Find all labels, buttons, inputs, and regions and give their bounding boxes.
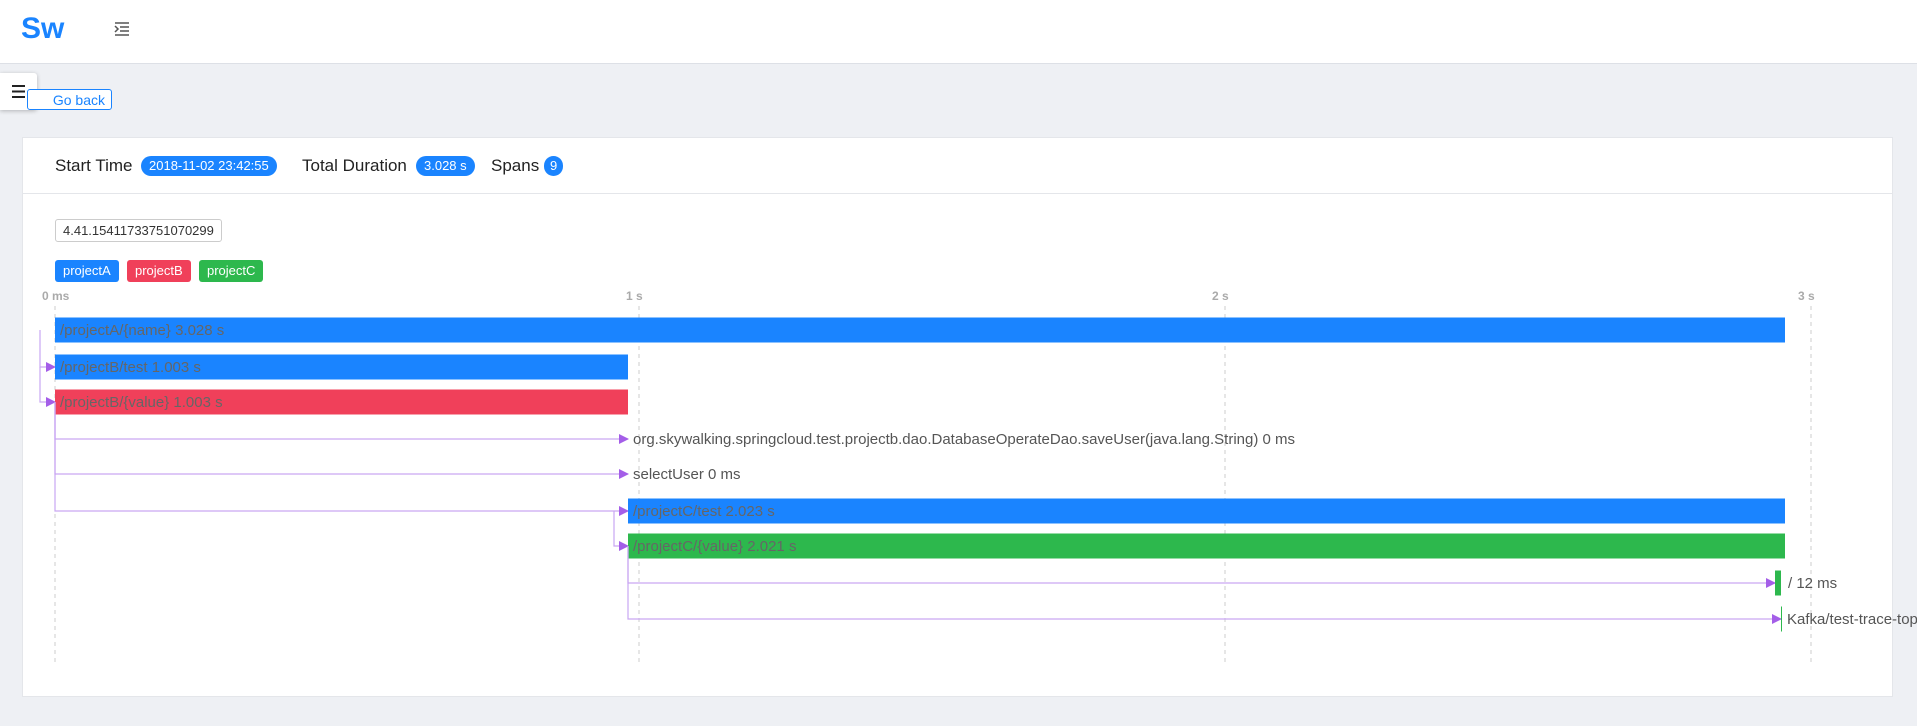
menu-toggle[interactable] [114, 21, 130, 37]
start-time-label: Start Time [55, 156, 133, 175]
spans-label: Spans [491, 156, 540, 175]
go-back-button[interactable]: Go back [27, 89, 112, 110]
axis-label: 0 ms [42, 289, 70, 303]
start-time: 2018-11-02 23:42:55 [141, 156, 277, 176]
span-label: /projectB/test 1.003 s [60, 359, 201, 376]
span-bar[interactable] [628, 533, 1785, 559]
span-bar[interactable] [1775, 570, 1781, 596]
span-connector [613, 511, 629, 551]
header [0, 0, 1917, 64]
span-label: org.skywalking.springcloud.test.projectb… [633, 431, 1295, 448]
trace-card [22, 137, 1893, 697]
span-label: selectUser 0 ms [633, 466, 741, 483]
trace-id[interactable]: 4.41.15411733751070299 [55, 219, 222, 242]
legend-tag[interactable]: projectC [199, 260, 264, 282]
span-label: Kafka/test-trace-topic-1/Producer [1787, 611, 1917, 628]
span-connector [39, 330, 56, 372]
duration-label: Total Duration [302, 156, 407, 175]
spans-count: 9 [544, 156, 564, 176]
logo[interactable]: Sw [21, 12, 65, 45]
axis-label: 3 s [1798, 289, 1815, 303]
span-bar[interactable] [55, 354, 628, 380]
span-label: /projectC/{value} 2.021 s [633, 538, 796, 555]
hamburger-icon [12, 85, 25, 98]
legend-tag[interactable]: projectB [127, 260, 191, 282]
card-header [22, 137, 1893, 194]
span-connector [54, 402, 629, 516]
span-bar[interactable] [55, 317, 1785, 343]
span-label: /projectB/{value} 1.003 s [60, 394, 223, 411]
duration: 3.028 s [416, 156, 475, 176]
span-label: /projectA/{name} 3.028 s [60, 322, 224, 339]
span-label: / 12 ms [1788, 575, 1837, 592]
legend-tag[interactable]: projectA [55, 260, 119, 282]
span-bar[interactable] [628, 498, 1785, 524]
axis-label: 1 s [626, 289, 643, 303]
span-label: /projectC/test 2.023 s [633, 503, 775, 520]
span-bar[interactable] [55, 389, 628, 415]
span-bar[interactable] [1781, 606, 1782, 632]
axis-label: 2 s [1212, 289, 1229, 303]
span-connector [39, 367, 56, 407]
span-connector [627, 546, 1782, 624]
